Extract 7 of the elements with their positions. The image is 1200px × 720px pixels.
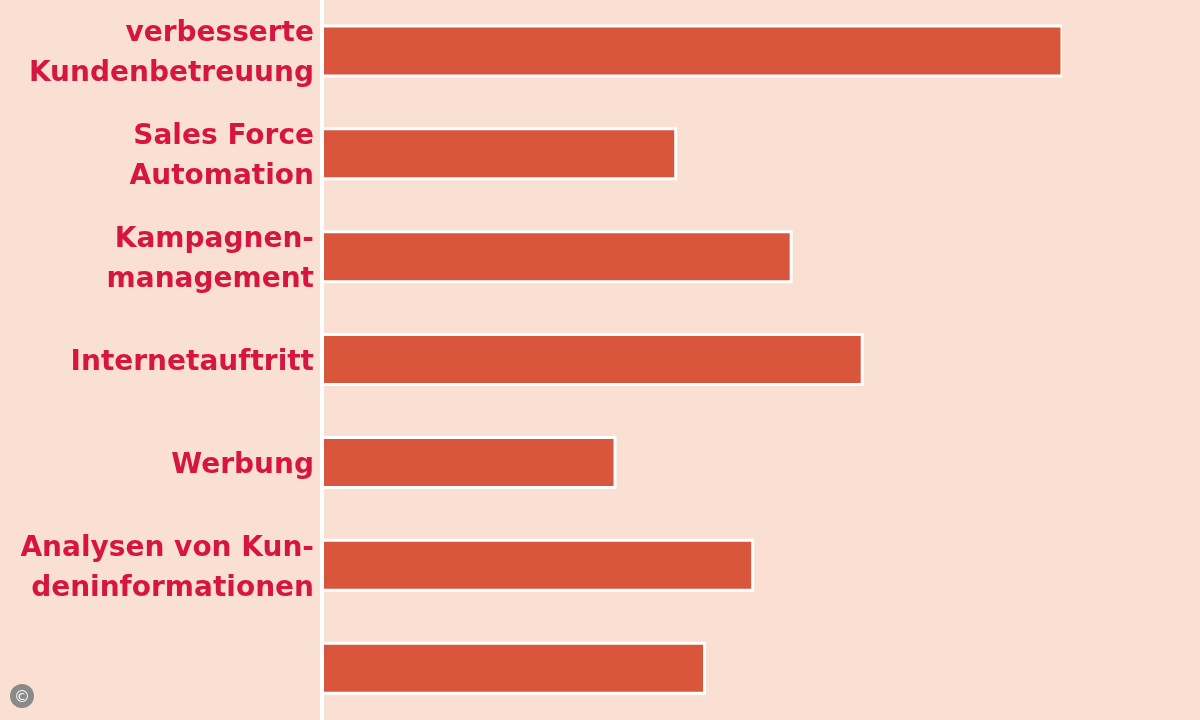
copyright-icon: ©	[10, 684, 34, 708]
y-tick-label: Analysen von Kun- deninformationen	[20, 529, 314, 603]
y-tick-label: verbesserte Kundenbetreuung	[28, 14, 314, 88]
y-tick-label: Kampagnen- management	[106, 220, 314, 294]
y-tick-label: Internetauftritt	[70, 343, 314, 377]
y-tick-label: Sales Force Automation	[129, 117, 314, 191]
y-tick-label: Werbung	[171, 446, 314, 480]
